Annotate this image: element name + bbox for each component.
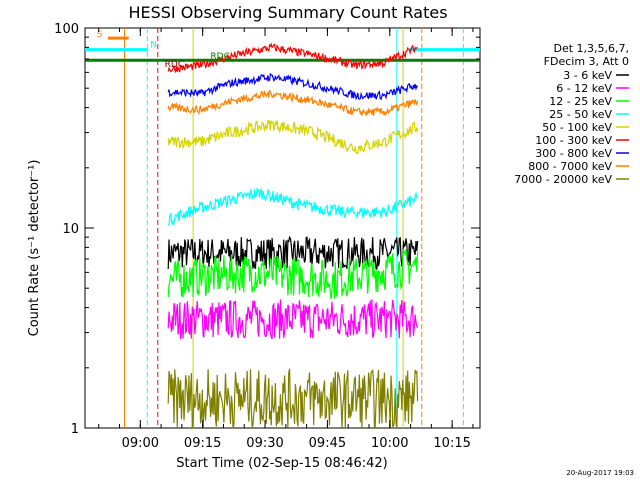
x-tick-label-0: 09:00 [122,436,159,451]
x-axis-label: Start Time (02-Sep-15 08:46:42) [176,456,387,471]
series-line-7 [167,89,419,117]
vertical-markers [124,28,464,428]
annotations: S N RDC RDC [97,30,230,70]
series-line-5 [167,42,418,73]
series-line-1 [167,299,419,340]
plot-frame [84,27,481,429]
y-axis-label: Count Rate (s⁻¹ detector⁻¹) [27,160,42,337]
x-tick-label-5: 10:15 [433,436,470,451]
y-tick-label-1: 10 [62,222,79,237]
x-tick-label-4: 10:00 [371,436,408,451]
legend-header-0: Det 1,3,5,6,7, [553,42,629,55]
legend-header-1: FDecim 3, Att 0 [544,55,629,68]
timestamp: 20-Aug-2017 19:03 [566,469,634,477]
horizontal-bands [85,36,480,62]
series-line-3 [167,186,418,227]
legend-label-0: 3 - 6 keV [563,69,612,82]
annotation-0: S [97,30,103,40]
legend: Det 1,3,5,6,7,FDecim 3, Att 03 - 6 keV6 … [514,42,629,186]
legend-label-8: 7000 - 20000 keV [514,173,612,186]
x-tick-label-2: 09:30 [246,436,283,451]
y-tick-label-0: 1 [71,422,79,437]
annotation-2: RDC [210,52,229,62]
x-tick-label-3: 09:45 [309,436,346,451]
series-line-8 [167,368,419,431]
x-tick-label-1: 09:15 [184,436,221,451]
series-line-2 [167,248,419,300]
chart-title: HESSI Observing Summary Count Rates [128,3,447,22]
series-line-6 [167,72,419,101]
annotation-1: N [150,40,157,50]
series-group [167,42,419,431]
legend-label-7: 800 - 7000 keV [528,160,612,173]
legend-label-4: 50 - 100 keV [542,121,612,134]
y-tick-label-2: 100 [54,22,79,37]
annotation-3: RDC [165,60,184,70]
series-line-4 [167,119,419,155]
legend-label-1: 6 - 12 keV [556,82,612,95]
legend-label-3: 25 - 50 keV [549,108,612,121]
axes-ticks: 09:00 09:15 09:30 09:45 10:00 10:15 1 10 100 [54,22,480,451]
legend-label-6: 300 - 800 keV [535,147,612,160]
legend-label-5: 100 - 300 keV [535,134,612,147]
legend-label-2: 12 - 25 keV [549,95,612,108]
